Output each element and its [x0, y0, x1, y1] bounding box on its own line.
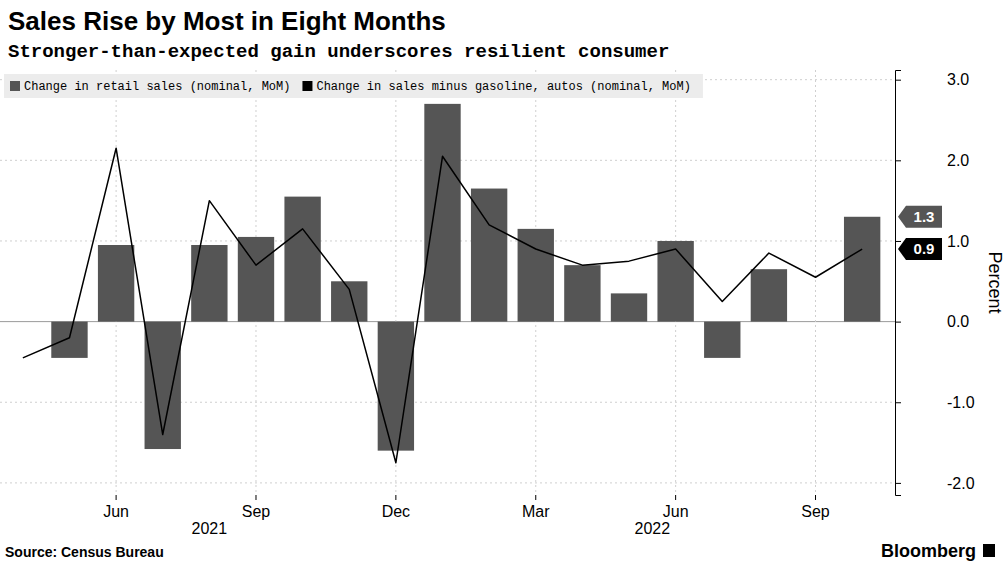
bar	[98, 245, 134, 322]
tick-mark	[815, 495, 816, 500]
legend: Change in retail sales (nominal, MoM) Cha…	[4, 74, 703, 98]
label-box	[898, 238, 942, 260]
grid-line-x	[815, 70, 816, 495]
tick-label: 2.0	[947, 152, 969, 169]
bar	[331, 281, 367, 321]
label-text: 1.3	[914, 208, 935, 225]
bar	[471, 189, 507, 322]
tick-label: Jun	[663, 503, 689, 520]
axis-line	[896, 71, 902, 496]
tick-label: Sep	[801, 503, 830, 520]
tick-mark	[895, 402, 901, 403]
legend-label: Change in sales minus gasoline, autos (n…	[316, 80, 690, 94]
legend-background	[4, 74, 703, 98]
legend-swatch	[10, 81, 20, 91]
bar	[5, 321, 41, 322]
credit: Bloomberg	[881, 541, 976, 561]
bar	[51, 322, 87, 358]
line	[23, 148, 862, 463]
tick-label: 1.0	[947, 233, 969, 250]
tick: Dec	[382, 495, 410, 520]
tick: -1.0	[895, 394, 975, 411]
bar	[704, 322, 740, 358]
tick-label: Jun	[103, 503, 129, 520]
tick-mark	[395, 495, 396, 500]
tick-mark	[255, 495, 256, 500]
tick: 3.0	[895, 71, 969, 88]
tick-mark	[895, 483, 901, 484]
label-box	[898, 206, 942, 228]
group-label: 2022	[635, 520, 671, 537]
bar	[844, 217, 880, 322]
bar	[191, 245, 227, 322]
tick-label: Dec	[382, 503, 410, 520]
plot-marks	[23, 104, 880, 463]
axis-title: Percent	[985, 251, 1003, 313]
x-axis: Jun Sep Dec Mar Jun Sep	[103, 495, 830, 520]
tick-mark	[116, 495, 117, 500]
label-text: 0.9	[914, 240, 935, 257]
tick: -2.0	[895, 475, 975, 492]
bar	[378, 322, 414, 451]
title: Sales Rise by Most in Eight Months	[8, 6, 446, 36]
bar-series	[51, 104, 880, 451]
chart: Sales Rise by Most in Eight Months Strong…	[0, 0, 1003, 564]
tick-mark	[535, 495, 536, 500]
last-value-label: 1.3	[898, 206, 942, 228]
tick-label: -1.0	[947, 394, 975, 411]
tick: Sep	[801, 495, 830, 520]
legend-swatch	[302, 81, 312, 91]
bar	[751, 269, 787, 321]
grid	[0, 70, 895, 495]
legend-label: Change in retail sales (nominal, MoM)	[24, 80, 290, 94]
bar	[564, 265, 600, 321]
tick-label: Mar	[522, 503, 550, 520]
tick-mark	[895, 80, 901, 81]
tick-mark	[895, 241, 901, 242]
bar	[238, 237, 274, 322]
bar	[797, 321, 833, 322]
tick: Sep	[242, 495, 271, 520]
group-label: 2021	[192, 520, 228, 537]
tick-label: -2.0	[947, 475, 975, 492]
tick: Mar	[522, 495, 550, 520]
last-value-label: 0.9	[898, 238, 942, 260]
bar	[611, 293, 647, 321]
bar	[284, 197, 320, 322]
grid-line-y	[0, 402, 895, 403]
tick-label: 0.0	[947, 313, 969, 330]
source: Source: Census Bureau	[5, 544, 164, 560]
tick: Jun	[663, 495, 689, 520]
tick: 0.0	[895, 313, 969, 330]
background	[0, 0, 1003, 564]
y-axis: -2.0 -1.0 0.0 1.0 2.0 3.0	[895, 71, 975, 496]
bar	[424, 104, 460, 322]
tick-label: 3.0	[947, 71, 969, 88]
grid-line-y	[0, 482, 895, 483]
subtitle: Stronger-than-expected gain underscores …	[8, 41, 669, 63]
tick-mark	[675, 495, 676, 500]
tick-mark	[895, 160, 901, 161]
tick: 2.0	[895, 152, 969, 169]
tick-label: Sep	[242, 503, 271, 520]
tick-mark	[895, 322, 901, 323]
tick: Jun	[103, 495, 129, 520]
logo-icon	[983, 544, 995, 557]
